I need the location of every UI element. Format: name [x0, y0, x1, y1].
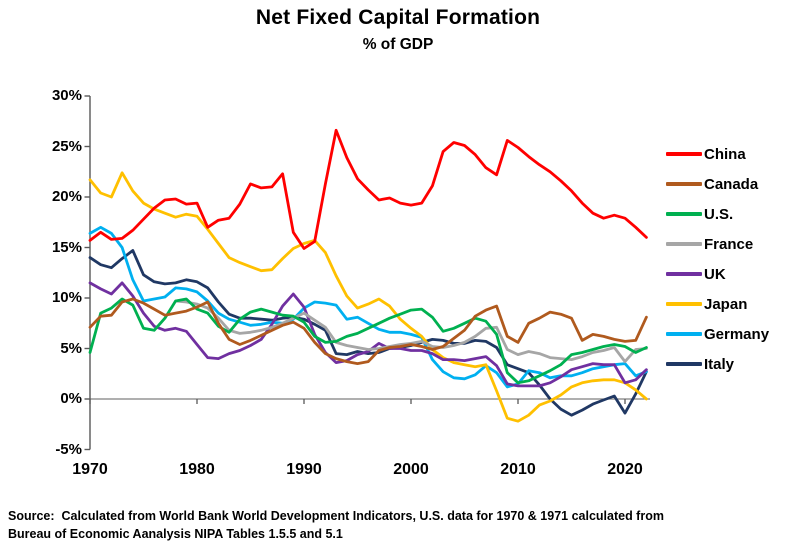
legend-swatch	[666, 302, 702, 306]
y-tick-label: 0%	[60, 390, 82, 407]
source-line-2: Bureau of Economic Aanalysis NIPA Tables…	[8, 526, 343, 541]
legend-swatch	[666, 332, 702, 336]
legend-item: UK	[666, 259, 769, 289]
source-note: Source: Calculated from World Bank World…	[8, 508, 792, 543]
legend-item: U.S.	[666, 199, 769, 229]
x-tick-label: 2020	[607, 461, 643, 478]
legend-item: France	[666, 229, 769, 259]
legend-item: Japan	[666, 289, 769, 319]
legend-label: Germany	[704, 325, 770, 343]
legend-swatch	[666, 242, 702, 246]
chart-subtitle: % of GDP	[362, 36, 434, 53]
legend-label: France	[704, 235, 754, 253]
legend-swatch	[666, 182, 702, 186]
legend-item: China	[666, 139, 769, 169]
legend-label: U.S.	[704, 205, 734, 223]
legend-label: China	[704, 145, 746, 163]
chart-legend: China Canada U.S. France UK Japan German…	[666, 139, 769, 379]
x-tick-label: 1990	[286, 461, 322, 478]
legend-swatch	[666, 272, 702, 276]
x-tick-label: 2010	[500, 461, 536, 478]
y-tick-label: 5%	[60, 340, 82, 357]
legend-label: Japan	[704, 295, 748, 313]
legend-swatch	[666, 152, 702, 156]
legend-label: Italy	[704, 355, 735, 373]
y-tick-label: 15%	[51, 239, 82, 256]
source-line-1: Source: Calculated from World Bank World…	[8, 509, 664, 523]
y-tick-label: 25%	[51, 138, 82, 155]
legend-item: Italy	[666, 349, 769, 379]
legend-swatch	[666, 362, 702, 366]
x-tick-label: 1980	[179, 461, 215, 478]
legend-item: Canada	[666, 169, 769, 199]
y-tick-label: -5%	[55, 441, 82, 458]
legend-label: UK	[704, 265, 726, 283]
x-tick-label: 2000	[393, 461, 429, 478]
legend-swatch	[666, 212, 702, 216]
y-tick-label: 10%	[51, 289, 82, 306]
x-tick-label: 1970	[72, 461, 108, 478]
y-tick-label: 30%	[51, 87, 82, 104]
y-tick-label: 20%	[51, 188, 82, 205]
chart-title: Net Fixed Capital Formation	[255, 6, 541, 29]
legend-label: Canada	[704, 175, 759, 193]
legend-item: Germany	[666, 319, 769, 349]
